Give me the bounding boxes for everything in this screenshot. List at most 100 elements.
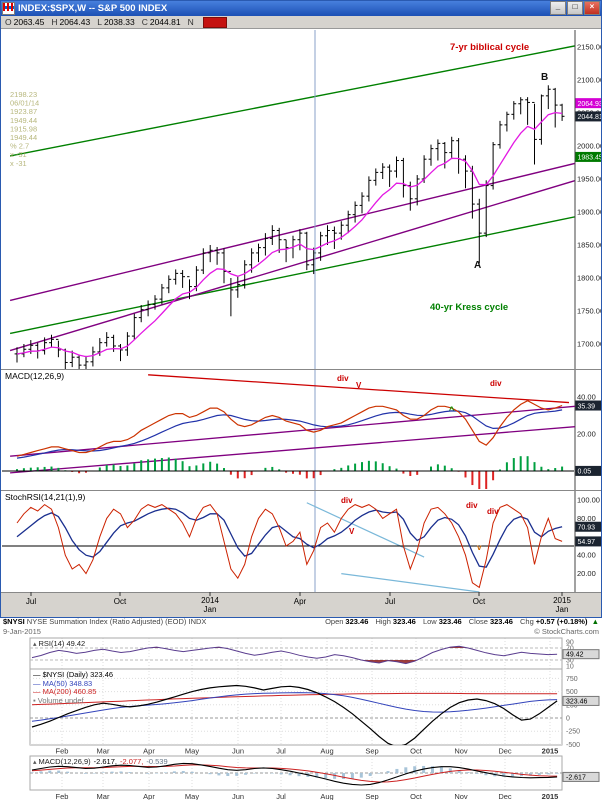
svg-text:40.00: 40.00 [577, 393, 596, 402]
svg-text:323.46: 323.46 [566, 698, 588, 705]
stoch-trendline [341, 573, 480, 592]
watermark-text: % 2.7 [10, 142, 29, 151]
nysi-macd-plot[interactable] [29, 755, 563, 791]
annotation: ^ [449, 405, 455, 415]
legend-volume: ▪ Volume undef [33, 695, 84, 705]
svg-text:Apr: Apr [294, 597, 307, 606]
ma-line [16, 111, 563, 358]
svg-text:Oct: Oct [473, 597, 486, 606]
svg-text:20.00: 20.00 [577, 569, 596, 578]
svg-text:Jan: Jan [556, 605, 569, 614]
svg-text:Jun: Jun [232, 747, 244, 756]
macd2-line [31, 762, 558, 786]
watermark-text: 2198.23 [10, 90, 37, 99]
svg-text:2015: 2015 [542, 792, 559, 800]
svg-text:Dec: Dec [498, 747, 512, 756]
svg-text:Dec: Dec [498, 792, 512, 800]
nysi-main-plot[interactable] [29, 668, 563, 747]
legend-ma200: — MA(200) 460.85 [33, 687, 97, 696]
macd-trendline [148, 374, 570, 404]
svg-text:70.93: 70.93 [578, 525, 596, 532]
quote-high: H 2064.43 [51, 17, 91, 27]
watermark-text: 1949.44 [10, 133, 37, 142]
window-title-bar[interactable]: INDEX:$SPX,W -- S&P 500 INDEX _ □ × [0, 0, 602, 16]
svg-text:Nov: Nov [454, 792, 468, 800]
spx-price-plot[interactable] [9, 45, 576, 372]
svg-text:2000.00: 2000.00 [577, 142, 602, 151]
ma50-line [31, 692, 558, 722]
quote-close: C 2044.81 [141, 17, 181, 27]
annotation: div [490, 379, 502, 388]
nysi-close: Close 323.46 [468, 617, 513, 626]
annotation: V [349, 527, 355, 536]
trendline-7yr-upper-channel [9, 45, 575, 157]
svg-text:30: 30 [566, 658, 574, 665]
svg-text:1950.00: 1950.00 [577, 175, 602, 184]
svg-text:1900.00: 1900.00 [577, 208, 602, 217]
svg-text:Jul: Jul [276, 792, 286, 800]
macd2-panel-label: ▴ MACD(12,26,9) -2.617, -2.077, -0.539 [33, 757, 168, 766]
svg-text:1850.00: 1850.00 [577, 241, 602, 250]
macd2-signal-value: -2.077, [119, 757, 144, 766]
legend-nysi: — $NYSI (Daily) 323.46 [33, 670, 114, 679]
quote-bar: O 2063.45 H 2064.43 L 2038.33 C 2044.81 N [0, 16, 602, 29]
svg-text:54.97: 54.97 [578, 539, 596, 546]
svg-text:10: 10 [566, 664, 574, 671]
annotation: div [487, 507, 499, 516]
stockcharts-copyright: © StockCharts.com [534, 627, 599, 636]
svg-text:Sep: Sep [365, 747, 378, 756]
macd2-hist-value: -0.539 [146, 757, 168, 766]
annotation: B [541, 72, 548, 83]
svg-text:49.42: 49.42 [566, 652, 584, 659]
svg-text:Jun: Jun [232, 792, 244, 800]
svg-text:2014: 2014 [201, 596, 219, 605]
axis-badge [575, 98, 602, 109]
svg-text:1800.00: 1800.00 [577, 274, 602, 283]
svg-text:-250: -250 [566, 729, 580, 736]
price-bars [14, 85, 565, 369]
svg-text:Mar: Mar [97, 792, 110, 800]
annotation: V [356, 381, 362, 390]
rsi-panel-label: ▴ RSI(14) 49.42 [33, 639, 86, 648]
annotation: div [337, 374, 349, 383]
svg-text:80.00: 80.00 [577, 514, 596, 523]
svg-text:750: 750 [566, 676, 578, 683]
svg-text:0: 0 [566, 716, 570, 723]
watermark-text: 06/01/14 [10, 99, 39, 108]
svg-text:Apr: Apr [143, 792, 155, 800]
svg-text:May: May [185, 747, 199, 756]
watermark-text: 1949.44 [10, 116, 37, 125]
rsi-line [31, 645, 558, 665]
svg-text:Aug: Aug [320, 747, 333, 756]
macd-plot[interactable] [2, 374, 576, 491]
svg-text:Jul: Jul [276, 747, 286, 756]
svg-text:Jul: Jul [26, 597, 36, 606]
svg-text:70: 70 [566, 646, 574, 653]
svg-text:Oct: Oct [410, 792, 423, 800]
svg-text:2015: 2015 [542, 747, 559, 756]
svg-text:2100.00: 2100.00 [577, 76, 602, 85]
svg-text:May: May [185, 792, 199, 800]
watermark-text: 1923.87 [10, 107, 37, 116]
annotation: div [466, 501, 478, 510]
svg-text:Oct: Oct [114, 597, 127, 606]
macd-trendline [10, 426, 575, 474]
legend-ma50: — MA(50) 348.83 [33, 678, 93, 688]
stochrsi-plot[interactable] [2, 502, 574, 592]
ma200-line [31, 692, 558, 706]
maximize-button[interactable]: □ [567, 1, 583, 15]
svg-text:Sep: Sep [365, 792, 378, 800]
svg-text:2150.00: 2150.00 [577, 43, 602, 52]
svg-text:-500: -500 [566, 742, 580, 749]
collapse-triangle-icon[interactable]: ▴ [33, 759, 37, 766]
svg-text:2044.81: 2044.81 [578, 114, 602, 121]
minimize-button[interactable]: _ [550, 1, 566, 15]
trendline-purple-trend-2 [9, 179, 575, 352]
close-button[interactable]: × [584, 1, 600, 15]
trendline-kress-lower-channel [9, 216, 575, 335]
annotation: 40-yr Kress cycle [430, 302, 508, 313]
collapse-triangle-icon[interactable]: ▴ [33, 641, 37, 648]
nysi-header: $NYSI NYSE Summation Index (Ratio Adjust… [3, 617, 599, 626]
nysi-rsi-plot[interactable] [29, 637, 563, 670]
